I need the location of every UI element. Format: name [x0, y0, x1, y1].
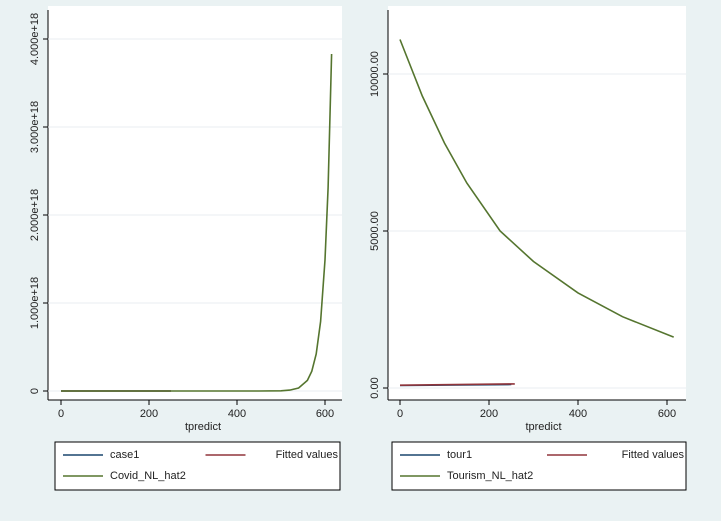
legend-label: Tourism_NL_hat2 — [447, 470, 533, 482]
series-line — [399, 39, 674, 338]
x-tick-label: 200 — [480, 408, 498, 420]
x-tick-label: 0 — [58, 408, 64, 420]
x-tick-label: 0 — [397, 408, 403, 420]
series-line — [61, 53, 333, 392]
legend-label: Fitted values — [622, 449, 685, 461]
y-tick-label: 0.00 — [369, 377, 381, 398]
legend-label: tour1 — [447, 449, 472, 461]
legend-label: Covid_NL_hat2 — [110, 470, 186, 482]
series-line — [399, 383, 515, 386]
x-axis-title: tpredict — [525, 421, 561, 433]
x-tick-label: 400 — [569, 408, 587, 420]
x-tick-label: 400 — [228, 408, 246, 420]
x-tick-label: 600 — [316, 408, 334, 420]
y-tick-label: 1.000e+18 — [29, 277, 41, 329]
y-tick-label: 2.000e+18 — [29, 189, 41, 241]
plot-area — [48, 6, 342, 400]
legend-box — [54, 441, 341, 491]
legend-box — [391, 441, 687, 491]
plot-area — [388, 6, 686, 400]
x-axis-title: tpredict — [185, 421, 221, 433]
y-tick-label: 5000.00 — [369, 211, 381, 251]
y-tick-label: 0 — [29, 388, 41, 394]
x-tick-label: 200 — [140, 408, 158, 420]
x-tick-label: 600 — [658, 408, 676, 420]
y-tick-label: 4.000e+18 — [29, 13, 41, 65]
y-tick-label: 3.000e+18 — [29, 101, 41, 153]
y-tick-label: 10000.00 — [369, 51, 381, 97]
legend-label: case1 — [110, 449, 139, 461]
legend-label: Fitted values — [276, 449, 339, 461]
